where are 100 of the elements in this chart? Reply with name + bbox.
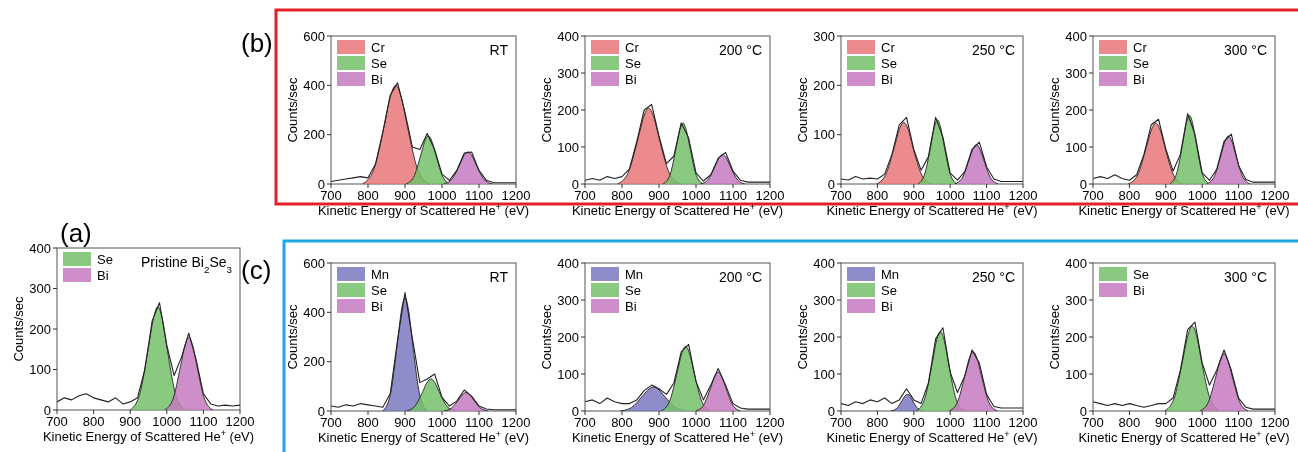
legend-label: Se xyxy=(625,283,641,298)
text: 250 °C xyxy=(972,42,1015,58)
x-axis-title: Kinetic Energy of Scattered He$^{+}$ (eV) xyxy=(317,429,530,445)
x-tick-label: 1000 xyxy=(681,415,711,430)
x-tick-label: 1000 xyxy=(935,188,965,203)
y-axis-title: Counts/sec xyxy=(11,295,26,362)
legend-label: Bi xyxy=(97,268,109,283)
x-tick-label: 1200 xyxy=(501,188,531,203)
x-tick-label: 1200 xyxy=(755,188,785,203)
y-tick-label: 100 xyxy=(557,366,579,382)
y-tick-label: 100 xyxy=(557,139,579,155)
line-series xyxy=(331,82,516,184)
line-series xyxy=(57,302,240,407)
x-tick-label: 1100 xyxy=(465,188,493,203)
y-tick-label: 200 xyxy=(813,77,835,93)
legend-label: Se xyxy=(97,252,113,267)
x-tick-label: 1100 xyxy=(1224,188,1253,203)
legend-label: Bi xyxy=(881,72,893,87)
text: RT xyxy=(489,269,509,285)
x-axis-title: Kinetic Energy of Scattered He$^{+}$ (eV) xyxy=(317,202,530,218)
annotation: (a) xyxy=(60,218,92,248)
chart-title: 300 °C xyxy=(1224,269,1267,285)
line-series xyxy=(841,327,1023,409)
x-tick-label: 900 xyxy=(902,415,925,430)
y-tick-label: 200 xyxy=(557,329,579,345)
x-tick-label: 1200 xyxy=(1008,415,1038,430)
y-axis-title: Counts/sec xyxy=(1047,76,1062,143)
legend-label: Cr xyxy=(371,40,386,55)
x-tick-label: 800 xyxy=(357,188,379,203)
x-tick-label: 800 xyxy=(866,415,889,430)
legend-label: Se xyxy=(625,56,641,71)
x-axis-title: Kinetic Energy of Scattered He$^{+}$ (eV) xyxy=(826,202,1038,218)
y-axis-title: Counts/sec xyxy=(285,303,300,370)
legend-label: Bi xyxy=(1133,72,1145,87)
legend-label: Se xyxy=(1133,267,1149,282)
x-tick-label: 1000 xyxy=(935,415,965,430)
x-tick-label: 900 xyxy=(1154,188,1177,203)
x-tick-label: 800 xyxy=(357,415,379,430)
x-tick-label: 900 xyxy=(394,415,416,430)
y-tick-label: 400 xyxy=(1065,255,1087,271)
x-tick-label: 900 xyxy=(119,414,142,429)
y-tick-label: 200 xyxy=(1065,102,1087,118)
y-axis-title: Counts/sec xyxy=(285,76,300,143)
legend-label: Se xyxy=(371,283,387,298)
y-tick-label: 400 xyxy=(813,255,835,271)
legend-label: Se xyxy=(881,56,897,71)
y-tick-label: 400 xyxy=(557,255,579,271)
y-tick-label: 200 xyxy=(303,127,325,143)
y-tick-label: 200 xyxy=(303,354,325,370)
x-tick-label: 1000 xyxy=(1187,188,1217,203)
y-tick-label: 200 xyxy=(29,321,51,337)
x-tick-label: 900 xyxy=(394,188,416,203)
y-tick-label: 200 xyxy=(1065,329,1087,345)
legend-label: Bi xyxy=(371,72,383,87)
x-tick-label: 1200 xyxy=(1008,188,1038,203)
x-axis-title: Kinetic Energy of Scattered He$^{+}$ (eV) xyxy=(42,428,255,444)
x-tick-label: 800 xyxy=(1118,415,1141,430)
x-tick-label: 1100 xyxy=(465,415,493,430)
chart-title: 200 °C xyxy=(719,42,762,58)
x-tick-label: 1200 xyxy=(501,415,531,430)
y-axis-title: Counts/sec xyxy=(539,303,554,370)
y-tick-label: 200 xyxy=(557,102,579,118)
y-tick-label: 400 xyxy=(303,77,325,93)
y-tick-label: 600 xyxy=(303,28,325,44)
y-tick-label: 300 xyxy=(1065,292,1087,308)
x-tick-label: 1200 xyxy=(1260,415,1290,430)
x-axis-title: Kinetic Energy of Scattered He$^{+}$ (eV) xyxy=(1078,202,1290,218)
y-tick-label: 400 xyxy=(29,240,51,256)
y-tick-label: 100 xyxy=(1065,366,1087,382)
line-series xyxy=(585,343,770,410)
line-series xyxy=(585,103,770,183)
legend-label: Mn xyxy=(625,267,644,282)
line-series xyxy=(1093,113,1275,183)
y-tick-label: 600 xyxy=(303,255,325,271)
y-tick-label: 100 xyxy=(813,366,835,382)
x-tick-label: 1100 xyxy=(972,188,1001,203)
legend-label: Se xyxy=(881,283,897,298)
chart-title: 300 °C xyxy=(1224,42,1267,58)
y-axis-title: Counts/sec xyxy=(795,303,810,370)
x-tick-label: 800 xyxy=(1118,188,1141,203)
y-tick-label: 200 xyxy=(813,329,835,345)
x-tick-label: 1100 xyxy=(189,414,218,429)
y-tick-label: 300 xyxy=(813,28,835,44)
text: (c) xyxy=(241,255,272,285)
y-tick-label: 100 xyxy=(813,127,835,143)
x-tick-label: 900 xyxy=(902,188,925,203)
x-tick-label: 1200 xyxy=(755,415,785,430)
text: (b) xyxy=(241,28,273,58)
y-axis-title: Counts/sec xyxy=(539,76,554,143)
x-tick-label: 1000 xyxy=(681,188,711,203)
y-axis-title: Counts/sec xyxy=(1047,303,1062,370)
line-series xyxy=(1093,321,1275,410)
x-tick-label: 1100 xyxy=(972,415,1001,430)
y-tick-label: 300 xyxy=(557,65,579,81)
legend-label: Se xyxy=(371,56,387,71)
x-tick-label: 800 xyxy=(866,188,889,203)
legend-label: Cr xyxy=(625,40,640,55)
legend-label: Cr xyxy=(1133,40,1148,55)
legend-label: Mn xyxy=(881,267,900,282)
x-tick-label: 900 xyxy=(648,415,670,430)
